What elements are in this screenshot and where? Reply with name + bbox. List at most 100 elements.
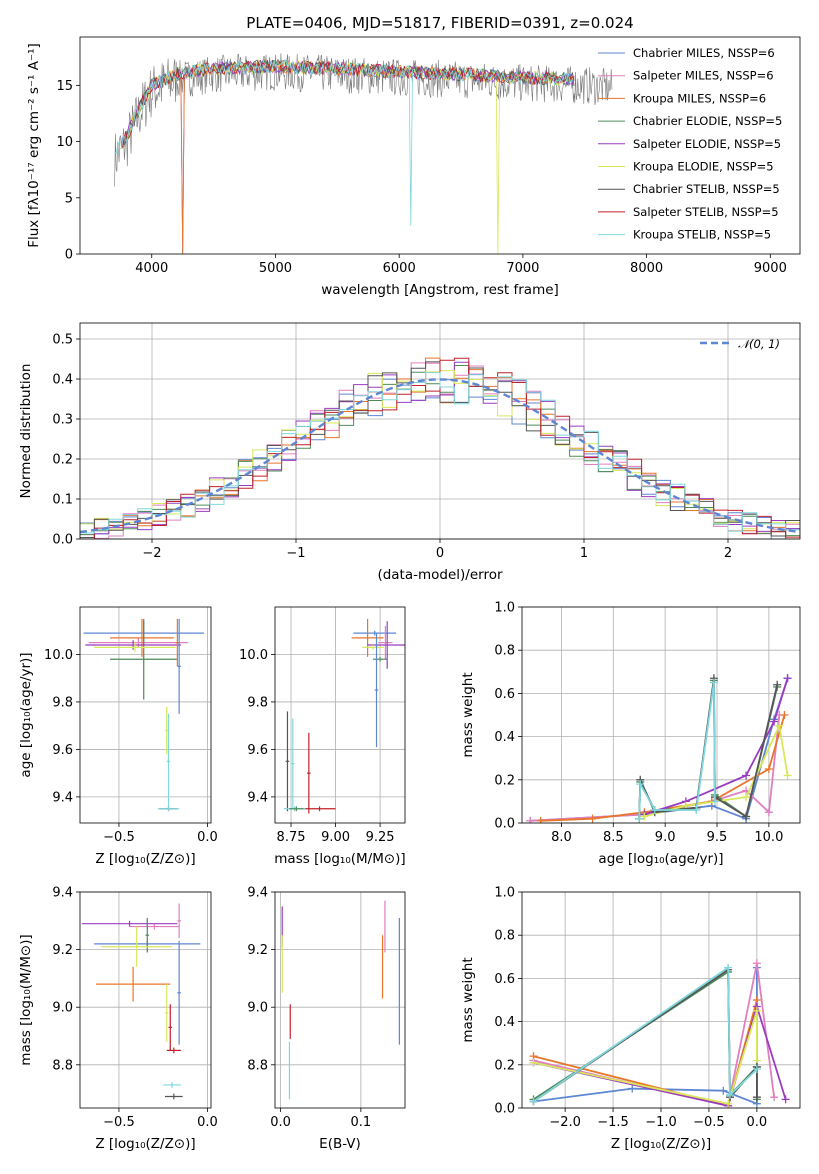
x-tick-label: 2 [724, 546, 732, 561]
data-point-marker [764, 808, 773, 817]
mass-weight-series [533, 1010, 758, 1105]
y-axis-label: mass weight [460, 957, 476, 1042]
legend-entry: Salpeter MILES, NSSP=6 [633, 69, 774, 83]
x-tick-label: 0.1 [351, 1115, 372, 1130]
y-tick-label: 0.6 [494, 972, 515, 987]
errorbar-point [177, 618, 181, 714]
legend-entry: Chabrier STELIB, NSSP=5 [633, 182, 780, 196]
x-tick-label: 0.0 [747, 1115, 768, 1130]
axes-frame [521, 606, 801, 824]
x-tick-label: 8.0 [551, 830, 572, 845]
panel-mass-vs-EBV: 0.0 0.1 8.8 9.0 9.2 9.4 E(B-V) [247, 886, 406, 1152]
y-tick-label: 9.4 [247, 790, 268, 805]
errorbar-point [372, 656, 388, 662]
data-point-marker [770, 717, 779, 726]
panel-age-vs-Z: −0.5 0.0 9.4 9.6 9.8 10.0 Z [log₁₀(Z/Z⊙)] age [… [18, 606, 218, 867]
x-tick-label: 8000 [630, 261, 663, 276]
y-tick-label: 0.0 [494, 817, 515, 832]
errorbar-point [110, 618, 178, 700]
y-tick-label: 0.6 [494, 687, 515, 702]
y-tick-label: 9.6 [52, 743, 73, 758]
errorbar-point [101, 926, 173, 967]
axes-frame [79, 322, 801, 540]
data-point-marker [526, 816, 535, 823]
x-tick-label: 5000 [259, 261, 292, 276]
y-tick-label: 0 [65, 248, 73, 263]
x-tick-label: −0.5 [103, 1115, 135, 1130]
data-point-marker [588, 814, 597, 823]
y-tick-label: 9.4 [52, 790, 73, 805]
errorbar-point [166, 713, 171, 809]
y-tick-label: 10.0 [239, 648, 268, 663]
normal-reference-curve [80, 378, 800, 534]
y-tick-label: 0.8 [494, 929, 515, 944]
data-point-marker [536, 816, 545, 823]
data-point-marker [775, 721, 784, 730]
data-point-marker [719, 1086, 728, 1095]
y-tick-label: 9.2 [247, 943, 268, 958]
errorbar-point [129, 923, 180, 930]
y-tick-label: 0.8 [494, 644, 515, 659]
axes-frame [79, 606, 212, 824]
y-axis-label: Normed distribution [18, 364, 34, 499]
y-axis-label: Flux [fλ10⁻¹⁷ erg cm⁻² s⁻¹ A⁻¹] [26, 43, 42, 248]
x-axis-label: Z [log₁₀(Z/Z⊙)] [95, 851, 195, 867]
y-tick-label: 9.0 [52, 1001, 73, 1016]
errorbar-point [285, 711, 290, 812]
y-tick-label: 10.0 [44, 648, 73, 663]
plot-area [83, 618, 204, 812]
errorbar-point [291, 718, 295, 809]
axes-frame [521, 891, 801, 1109]
data-point-marker [742, 771, 751, 780]
data-point-marker [783, 771, 792, 780]
legend-entry: Chabrier ELODIE, NSSP=5 [633, 114, 782, 128]
panel-residuals: −2 −1 0 1 2 0.0 0.1 0.2 0.3 0.4 0.5 (data-model)/er… [18, 322, 801, 583]
y-tick-label: 9.8 [247, 695, 268, 710]
errorbar-point [164, 1093, 183, 1100]
x-axis-label: Z [log₁₀(Z/Z⊙)] [95, 1136, 195, 1152]
y-tick-label: 0.3 [52, 413, 73, 428]
errorbar-point [378, 625, 393, 660]
x-tick-label: 4000 [135, 261, 168, 276]
x-tick-label: 8.5 [603, 830, 624, 845]
y-tick-label: 8.8 [247, 1058, 268, 1073]
data-point-marker [635, 814, 644, 823]
errorbar-point [110, 618, 174, 657]
data-point-marker [710, 797, 719, 806]
x-tick-label: 0.0 [197, 1115, 218, 1130]
errorbar-point [81, 920, 178, 927]
y-tick-label: 0.4 [494, 730, 515, 745]
panel-mass-weight-vs-age: 8.0 8.5 9.0 9.5 10.0 0.0 0.2 0.4 0.6 0.8 1.0 age [l… [460, 601, 801, 867]
y-tick-label: 5 [65, 191, 73, 206]
data-point-marker [650, 806, 659, 815]
errorbar-point [94, 642, 176, 653]
chart-layer: 4000 5000 6000 7000 8000 9000051015wavelength… [18, 36, 801, 1152]
axes-frame [274, 891, 406, 1109]
y-tick-label: 9.2 [52, 943, 73, 958]
errorbar-point [88, 637, 188, 648]
x-tick-label: 9.25 [366, 830, 395, 845]
data-point-marker [742, 812, 751, 821]
legend-entry: Kroupa STELIB, NSSP=5 [633, 228, 771, 242]
legend-entry: Salpeter ELODIE, NSSP=5 [633, 137, 781, 151]
x-tick-label: 6000 [383, 261, 416, 276]
x-tick-label: 0.0 [270, 1115, 291, 1130]
data-point-marker [640, 812, 649, 821]
panel-spectrum: 4000 5000 6000 7000 8000 9000 0 5 10 15 wavelength… [26, 36, 801, 298]
x-tick-label: −1 [286, 546, 305, 561]
y-tick-label: 0.2 [494, 1058, 515, 1073]
y-tick-label: 9.6 [247, 743, 268, 758]
x-tick-label: 8.75 [277, 830, 306, 845]
data-point-marker [692, 806, 701, 815]
axes-frame [274, 606, 406, 824]
data-point-marker [773, 680, 782, 689]
x-tick-label: 0.0 [197, 830, 218, 845]
errorbar-point [166, 1047, 181, 1054]
y-tick-label: 15 [56, 79, 73, 94]
y-tick-label: 9.4 [52, 886, 73, 901]
data-point-marker [724, 963, 733, 972]
mass-weight-series [638, 682, 716, 819]
errorbar-point [177, 940, 181, 1045]
data-point-marker [781, 1095, 790, 1104]
y-tick-label: 9.4 [247, 886, 268, 901]
